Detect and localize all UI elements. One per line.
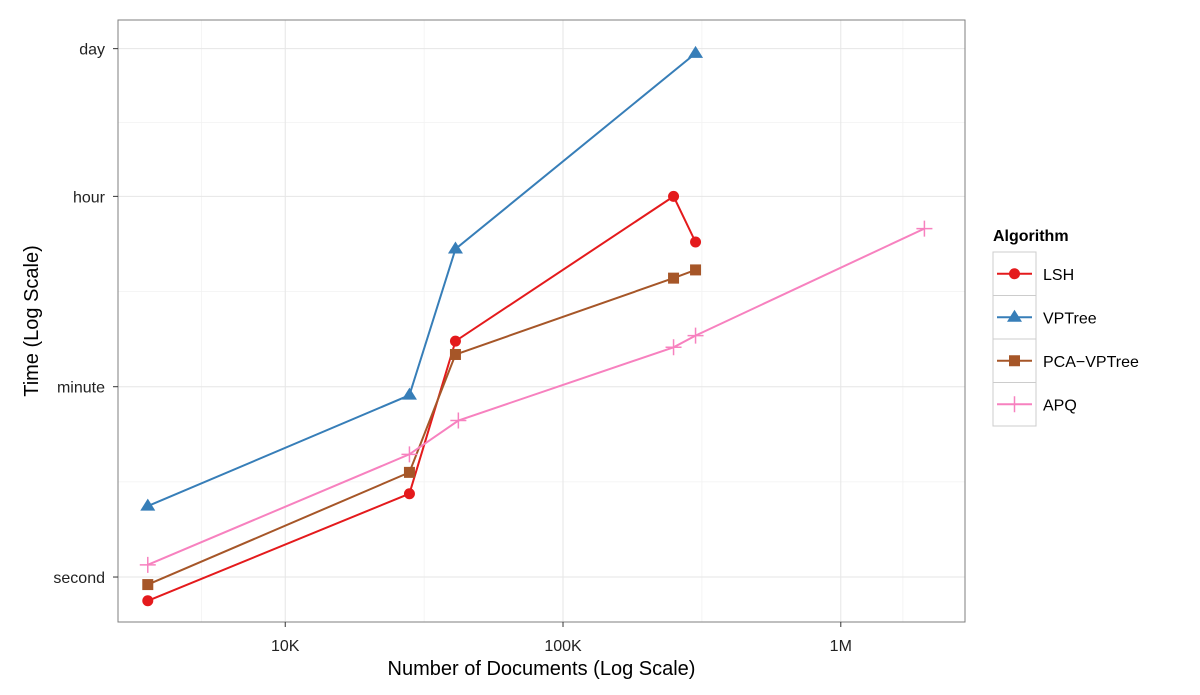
data-point-lsh [449, 335, 461, 347]
y-tick-label: second [53, 570, 105, 587]
y-tick-label: hour [73, 189, 106, 206]
data-point-vptree [140, 498, 156, 511]
data-point-lsh [690, 236, 702, 248]
series-pca-vptree [142, 264, 702, 591]
y-tick-label: minute [57, 380, 105, 397]
data-point-vptree [447, 241, 463, 254]
legend: Algorithm LSH VPTree PCA−VPTree APQ [992, 228, 1139, 427]
legend-label: LSH [1043, 267, 1074, 284]
legend-title: Algorithm [993, 228, 1069, 245]
data-point-apq [665, 339, 682, 356]
legend-label: VPTree [1043, 310, 1097, 327]
legend-item-vptree: VPTree [992, 295, 1097, 340]
grid-minor [118, 20, 965, 622]
series-line-apq [147, 227, 925, 566]
data-point-pca-vptree [403, 466, 415, 478]
x-tick-label: 1M [830, 638, 852, 655]
data-point-apq [401, 446, 418, 463]
legend-key-marker [1006, 396, 1023, 413]
x-axis: 10K 100K 1M [271, 622, 852, 655]
data-point-pca-vptree [142, 579, 154, 591]
series-layer [139, 45, 933, 607]
legend-key-marker [1009, 355, 1020, 367]
series-lsh [142, 190, 702, 607]
x-axis-title: Number of Documents (Log Scale) [388, 658, 696, 680]
legend-label: APQ [1043, 397, 1077, 414]
legend-key-marker [1007, 309, 1022, 322]
grid-major [118, 20, 965, 622]
data-point-apq [687, 327, 704, 344]
series-apq [139, 220, 933, 573]
data-point-lsh [668, 190, 680, 202]
y-tick-label: day [79, 42, 105, 59]
data-point-pca-vptree [690, 264, 702, 276]
data-point-lsh [142, 595, 154, 607]
data-point-pca-vptree [449, 348, 461, 360]
legend-key-marker [1009, 268, 1020, 280]
x-tick-label: 10K [271, 638, 300, 655]
data-point-apq [450, 412, 467, 429]
legend-item-apq: APQ [992, 382, 1077, 427]
plot-border [117, 19, 966, 623]
legend-item-pca-vptree: PCA−VPTree [992, 338, 1139, 383]
data-point-pca-vptree [668, 272, 680, 284]
x-tick-label: 100K [544, 638, 582, 655]
legend-label: PCA−VPTree [1043, 354, 1139, 371]
legend-item-lsh: LSH [992, 251, 1074, 296]
data-point-apq [916, 220, 933, 237]
series-vptree [140, 45, 704, 511]
y-axis-title: Time (Log Scale) [21, 245, 43, 397]
y-axis: second minute hour day [53, 42, 118, 587]
data-point-vptree [688, 45, 704, 58]
plot-panel [117, 19, 966, 623]
plot-area [118, 20, 965, 622]
series-line-vptree [147, 52, 697, 508]
data-point-lsh [403, 488, 415, 500]
data-point-apq [139, 556, 156, 573]
data-point-vptree [401, 387, 417, 400]
